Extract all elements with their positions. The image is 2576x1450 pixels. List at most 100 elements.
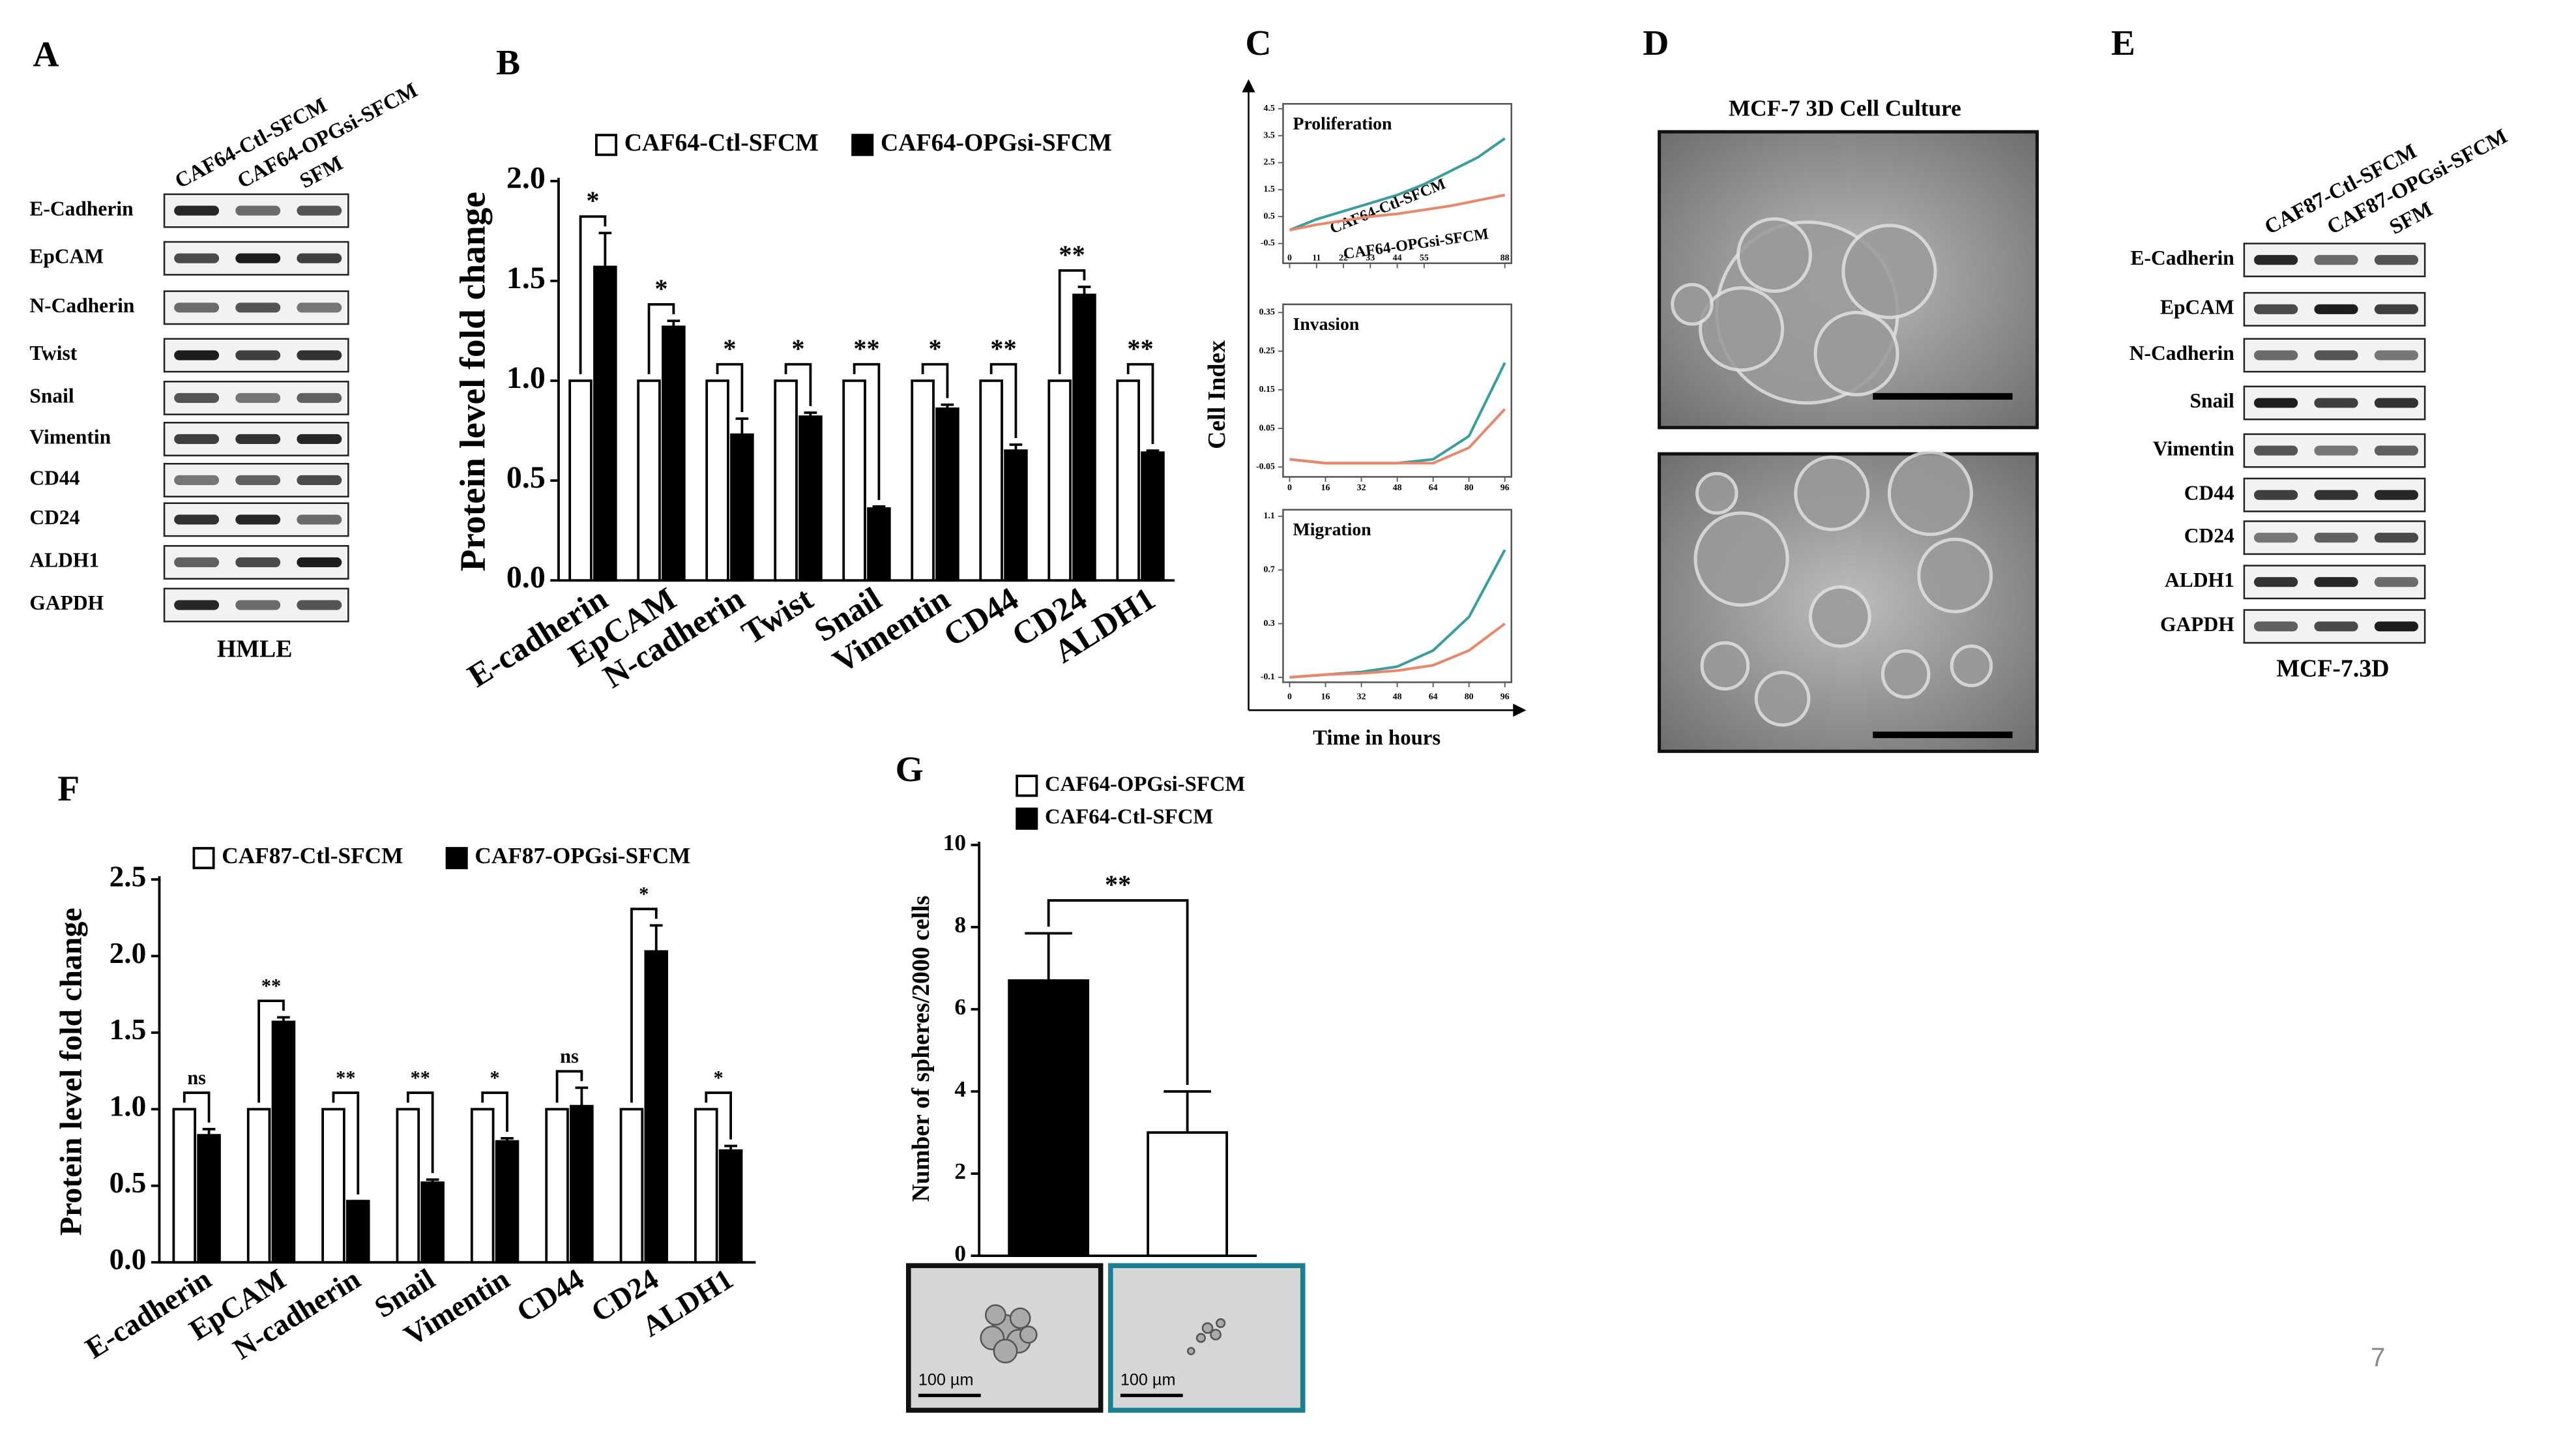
blot-band xyxy=(2374,255,2419,265)
y-tick-label: 0.5 xyxy=(1264,211,1275,220)
blot-band xyxy=(297,434,342,445)
y-tick-label: 2.5 xyxy=(110,860,147,893)
x-tick-label: 22 xyxy=(1339,252,1348,262)
y-tick-label: 0.15 xyxy=(1259,384,1275,394)
significance-bracket xyxy=(257,999,285,1103)
bar xyxy=(662,325,686,582)
row-label: N-Cadherin xyxy=(29,294,134,317)
significance-label: ** xyxy=(1059,240,1085,269)
blot-band xyxy=(235,475,281,486)
x-axis-label: Time in hours xyxy=(1313,726,1441,750)
blot-band xyxy=(2374,350,2419,361)
x-tick-label: 55 xyxy=(1420,252,1429,262)
y-tick-label: 2.5 xyxy=(1264,157,1275,167)
x-tick-label: 32 xyxy=(1357,482,1366,492)
image-title: MCF-7 3D Cell Culture xyxy=(1729,95,1961,121)
y-tick-label: -0.1 xyxy=(1261,672,1275,681)
blot-caption: MCF-7.3D xyxy=(2276,655,2389,682)
legend-swatch xyxy=(1016,807,1038,830)
y-tick-label: 0.25 xyxy=(1259,346,1275,355)
y-axis-label: Protein level fold change xyxy=(53,908,88,1235)
blot-band xyxy=(2254,445,2298,456)
cell xyxy=(1736,217,1813,293)
blot-band xyxy=(2374,577,2419,587)
x-tick-label: 48 xyxy=(1393,482,1402,492)
sphere-cell xyxy=(1201,1322,1214,1334)
blot-band xyxy=(174,392,220,403)
error-bar xyxy=(804,411,817,417)
row-label: Snail xyxy=(29,385,74,407)
bar xyxy=(705,379,729,582)
blot-band xyxy=(2254,304,2298,314)
bar xyxy=(593,265,617,582)
bar xyxy=(718,1149,743,1264)
significance-bracket xyxy=(716,363,744,413)
significance-label: ** xyxy=(1127,334,1153,363)
series-line xyxy=(1289,137,1506,231)
bar xyxy=(798,415,823,582)
blot-band xyxy=(297,600,342,610)
blot-band xyxy=(235,392,281,403)
subplot-title: Proliferation xyxy=(1293,113,1392,133)
blot-band xyxy=(235,557,281,568)
y-tick-label: 0.3 xyxy=(1264,618,1275,628)
row-label: N-Cadherin xyxy=(2130,342,2234,364)
cell xyxy=(1671,283,1714,326)
y-tick-label: 0.7 xyxy=(1264,564,1275,574)
micrograph xyxy=(1108,1263,1306,1413)
significance-label: * xyxy=(639,883,649,905)
cell xyxy=(1754,670,1811,727)
row-label: Twist xyxy=(29,342,77,364)
y-tick-label: 8 xyxy=(954,912,966,938)
blot-band xyxy=(2314,490,2358,500)
y-tick-label: 3.5 xyxy=(1264,130,1275,140)
bar xyxy=(570,1104,594,1264)
error-bar xyxy=(501,1137,514,1142)
blot-band xyxy=(2254,490,2298,500)
bar xyxy=(1047,379,1072,582)
legend-label: CAF87-Ctl-SFCM xyxy=(222,843,403,868)
series-line xyxy=(1289,622,1506,679)
blot-band xyxy=(2374,490,2419,500)
y-tick-label: 6 xyxy=(954,994,966,1020)
significance-bracket xyxy=(853,363,881,500)
series-line xyxy=(1289,194,1506,231)
blot-band xyxy=(297,253,342,263)
blot-band xyxy=(174,514,220,525)
x-tick-label: 16 xyxy=(1321,482,1330,492)
blot-band xyxy=(2254,621,2298,632)
error-bar xyxy=(202,1127,216,1136)
blot-band xyxy=(2254,577,2298,587)
sphere-cell xyxy=(993,1339,1018,1364)
series-line xyxy=(1289,408,1506,465)
error-bar xyxy=(1009,443,1023,451)
significance-bracket xyxy=(989,363,1017,438)
significance-label: * xyxy=(654,274,667,303)
bar xyxy=(935,407,959,582)
blot-band xyxy=(2254,398,2298,408)
cell xyxy=(1808,585,1871,648)
panel-label: D xyxy=(1643,23,1669,63)
blot-band xyxy=(174,557,220,568)
bar xyxy=(1008,979,1090,1257)
scale-label: 100 µm xyxy=(918,1370,974,1389)
x-tick-label: 64 xyxy=(1429,482,1438,492)
plot-frame xyxy=(1282,103,1513,265)
bar xyxy=(172,1108,197,1264)
blot-band xyxy=(174,475,220,486)
bar xyxy=(867,507,891,582)
blot-band xyxy=(235,253,281,263)
bar xyxy=(396,1108,420,1264)
blot-band xyxy=(2314,350,2358,361)
x-tick-label: 96 xyxy=(1500,482,1510,492)
legend-label: CAF64-OPGsi-SFCM xyxy=(1045,773,1245,796)
significance-bracket xyxy=(406,1091,434,1174)
panel-label: F xyxy=(57,769,80,808)
x-tick-label: 80 xyxy=(1465,482,1474,492)
bar xyxy=(346,1200,370,1264)
error-bar xyxy=(426,1178,439,1183)
blot-band xyxy=(174,303,220,313)
blot-band xyxy=(297,350,342,361)
error-bar xyxy=(1025,932,1072,981)
